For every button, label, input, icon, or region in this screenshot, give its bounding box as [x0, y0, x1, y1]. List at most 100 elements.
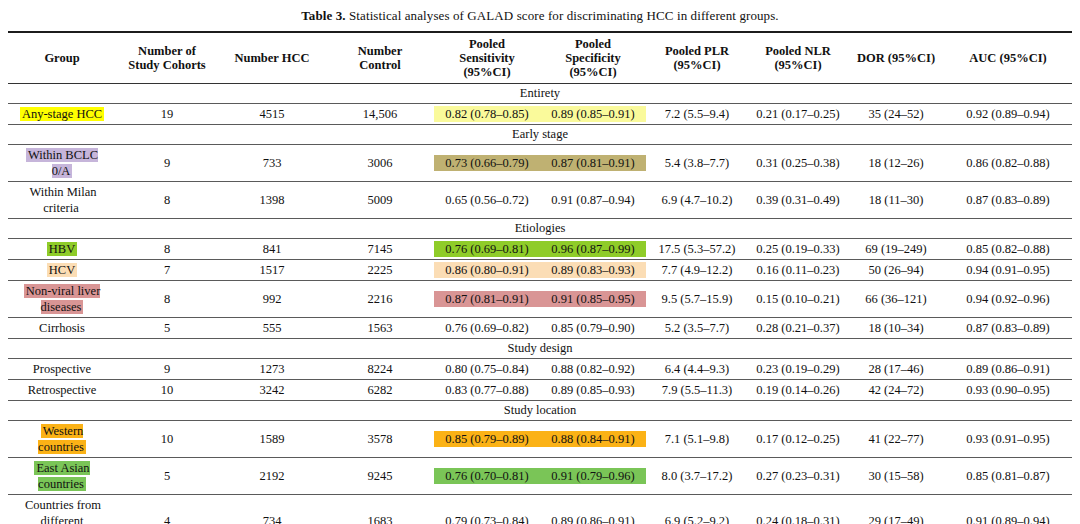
specificity-cell: 0.89 (0.85–0.91)	[540, 104, 646, 125]
header-row: GroupNumber of Study CohortsNumber HCCNu…	[8, 32, 1072, 84]
group-label: Retrospective	[26, 383, 99, 397]
group-cell: East Asian countries	[8, 458, 116, 495]
group-label: Within BCLC 0/A	[26, 148, 98, 178]
table-caption-label: Table 3.	[301, 8, 345, 23]
sensitivity-cell: 0.76 (0.70–0.81)	[434, 458, 540, 495]
group-cell: Non-viral liver diseases	[8, 281, 116, 318]
section-row: Entirety	[8, 84, 1072, 104]
table-row: Within BCLC 0/A973330060.73 (0.66–0.79)0…	[8, 145, 1072, 182]
section-title: Etiologies	[8, 219, 1072, 239]
sensitivity-cell: 0.86 (0.80–0.91)	[434, 260, 540, 281]
number-hcc-cell: 2192	[218, 458, 326, 495]
table-row: East Asian countries5219292450.76 (0.70–…	[8, 458, 1072, 495]
auc-cell: 0.92 (0.89–0.94)	[944, 104, 1072, 125]
table-row: Retrospective 10324262820.83 (0.77–0.88) 0…	[8, 380, 1072, 401]
group-cell: Within Milan criteria	[8, 182, 116, 219]
sensitivity-cell: 0.83 (0.77–0.88)	[434, 380, 540, 401]
galad-score-table: GroupNumber of Study CohortsNumber HCCNu…	[8, 31, 1072, 524]
number-control-cell: 7145	[326, 239, 434, 260]
sensitivity-cell: 0.73 (0.66–0.79)	[434, 145, 540, 182]
section-title: Study design	[8, 339, 1072, 359]
sensitivity-cell: 0.87 (0.81–0.91)	[434, 281, 540, 318]
group-label: Countries from different continents	[23, 498, 101, 524]
group-label: East Asian countries	[34, 461, 89, 491]
number-hcc-cell: 733	[218, 145, 326, 182]
study-cohorts-cell: 10	[116, 380, 218, 401]
number-control-cell: 2216	[326, 281, 434, 318]
number-control-cell: 8224	[326, 359, 434, 380]
table-row: Western countries 10158935780.85 (0.79–0.…	[8, 421, 1072, 458]
column-header: Group	[8, 32, 116, 84]
plr-cell: 17.5 (5.3–57.2)	[646, 239, 748, 260]
specificity-cell: 0.96 (0.87–0.99)	[540, 239, 646, 260]
number-hcc-cell: 1273	[218, 359, 326, 380]
number-control-cell: 5009	[326, 182, 434, 219]
auc-cell: 0.89 (0.86–0.91)	[944, 359, 1072, 380]
group-label: Cirrhosis	[37, 321, 87, 335]
table-row: Within Milan criteria8139850090.65 (0.56…	[8, 182, 1072, 219]
plr-cell: 6.9 (5.2–9.2)	[646, 495, 748, 524]
nlr-cell: 0.23 (0.19–0.29)	[748, 359, 848, 380]
number-control-cell: 3578	[326, 421, 434, 458]
column-header: Number HCC	[218, 32, 326, 84]
group-label: Within Milan criteria	[27, 185, 96, 215]
sensitivity-cell: 0.85 (0.79–0.89)	[434, 421, 540, 458]
sensitivity-cell: 0.82 (0.78–0.85)	[434, 104, 540, 125]
number-control-cell: 1683	[326, 495, 434, 524]
nlr-cell: 0.17 (0.12–0.25)	[748, 421, 848, 458]
sensitivity-cell: 0.76 (0.69–0.81)	[434, 239, 540, 260]
nlr-cell: 0.31 (0.25–0.38)	[748, 145, 848, 182]
number-hcc-cell: 1398	[218, 182, 326, 219]
column-header: AUC (95%CI)	[944, 32, 1072, 84]
sensitivity-cell: 0.79 (0.73–0.84)	[434, 495, 540, 524]
section-title: Early stage	[8, 125, 1072, 145]
number-hcc-cell: 3242	[218, 380, 326, 401]
dor-cell: 30 (15–58)	[848, 458, 944, 495]
study-cohorts-cell: 8	[116, 239, 218, 260]
section-row: Etiologies	[8, 219, 1072, 239]
dor-cell: 41 (22–77)	[848, 421, 944, 458]
plr-cell: 5.4 (3.8–7.7)	[646, 145, 748, 182]
number-hcc-cell: 841	[218, 239, 326, 260]
specificity-cell: 0.87 (0.81–0.91)	[540, 145, 646, 182]
group-cell: Retrospective	[8, 380, 116, 401]
sensitivity-cell: 0.80 (0.75–0.84)	[434, 359, 540, 380]
table-row: HCV7151722250.86 (0.80–0.91)0.89 (0.83–0…	[8, 260, 1072, 281]
study-cohorts-cell: 10	[116, 421, 218, 458]
group-label: Any-stage HCC	[20, 107, 104, 121]
study-cohorts-cell: 19	[116, 104, 218, 125]
column-header: Pooled Specificity (95%CI)	[540, 32, 646, 84]
dor-cell: 42 (24–72)	[848, 380, 944, 401]
nlr-cell: 0.28 (0.21–0.37)	[748, 318, 848, 339]
nlr-cell: 0.19 (0.14–0.26)	[748, 380, 848, 401]
auc-cell: 0.93 (0.91–0.95)	[944, 421, 1072, 458]
plr-cell: 7.9 (5.5–11.3)	[646, 380, 748, 401]
column-header: Pooled Sensitivity (95%CI)	[434, 32, 540, 84]
column-header: Number of Study Cohorts	[116, 32, 218, 84]
number-control-cell: 2225	[326, 260, 434, 281]
table-row: Non-viral liver diseases899222160.87 (0.…	[8, 281, 1072, 318]
table-row: Countries from different continents47341…	[8, 495, 1072, 524]
specificity-cell: 0.91 (0.79–0.96)	[540, 458, 646, 495]
group-cell: Any-stage HCC	[8, 104, 116, 125]
plr-cell: 6.9 (4.7–10.2)	[646, 182, 748, 219]
column-header: Pooled PLR (95%CI)	[646, 32, 748, 84]
nlr-cell: 0.24 (0.18–0.31)	[748, 495, 848, 524]
group-label: Western countries	[38, 424, 86, 454]
study-cohorts-cell: 8	[116, 182, 218, 219]
plr-cell: 9.5 (5.7–15.9)	[646, 281, 748, 318]
table-body: EntiretyAny-stage HCC19451514,5060.82 (0…	[8, 84, 1072, 524]
plr-cell: 7.7 (4.9–12.2)	[646, 260, 748, 281]
number-hcc-cell: 1589	[218, 421, 326, 458]
specificity-cell: 0.85 (0.79–0.90)	[540, 318, 646, 339]
number-hcc-cell: 555	[218, 318, 326, 339]
dor-cell: 18 (12–26)	[848, 145, 944, 182]
dor-cell: 29 (17–49)	[848, 495, 944, 524]
number-control-cell: 6282	[326, 380, 434, 401]
sensitivity-cell: 0.76 (0.69–0.82)	[434, 318, 540, 339]
dor-cell: 69 (19–249)	[848, 239, 944, 260]
table-row: Cirrhosis555515630.76 (0.69–0.82)0.85 (0…	[8, 318, 1072, 339]
study-cohorts-cell: 8	[116, 281, 218, 318]
specificity-cell: 0.91 (0.87–0.94)	[540, 182, 646, 219]
number-hcc-cell: 4515	[218, 104, 326, 125]
